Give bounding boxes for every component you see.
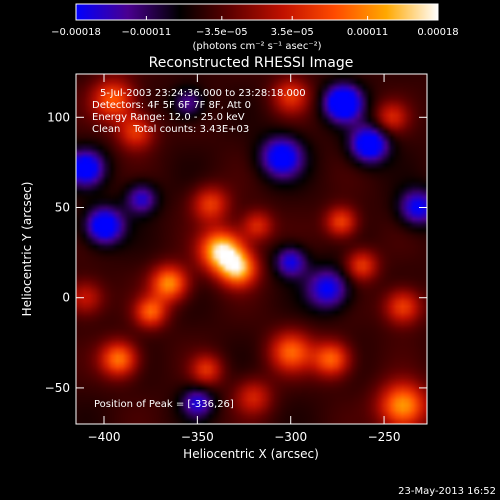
y-tick-label: 0 [62,291,70,305]
y-tick-label: 100 [47,110,70,124]
colorbar-tick-label: −3.5e−05 [196,27,248,38]
annotation-clean-counts: Clean Total counts: 3.43E+03 [92,124,249,135]
heatmap-image [76,74,427,424]
colorbar-tick-label: 0.00011 [347,27,388,38]
x-tick-label: −350 [181,430,214,444]
annotation-time-range: 5-Jul-2003 23:24:36.000 to 23:28:18.000 [100,88,306,99]
colorbar-tick-label: −0.00018 [51,27,101,38]
plot-frame [75,73,428,425]
x-tick-label: −300 [274,430,307,444]
x-axis-label: Heliocentric X (arcsec) [183,447,319,461]
colorbar-ticks: −0.00018 −0.00011 −3.5e−05 3.5e−05 0.00011 0.… [51,16,459,38]
axis-ticks: −400 −350 −300 −250 −50 0 50 100 [45,74,427,444]
annotation-block: 5-Jul-2003 23:24:36.000 to 23:28:18.000 … [92,88,306,135]
peak-position-label: Position of Peak = [-336,26] [94,399,234,410]
x-tick-label: −250 [368,430,401,444]
timestamp: 23-May-2013 16:52 [398,486,496,497]
colorbar: −0.00018 −0.00011 −3.5e−05 3.5e−05 0.00011 0.… [51,3,459,52]
annotation-energy-range: Energy Range: 12.0 - 25.0 keV [92,112,245,123]
colorbar-gradient [75,3,439,21]
chart-title: Reconstructed RHESSI Image [149,55,354,71]
plot-area: −400 −350 −300 −250 −50 0 50 100 [45,73,428,444]
colorbar-tick-label: 0.00018 [417,27,458,38]
annotation-detectors: Detectors: 4F 5F 6F 7F 8F, Att 0 [92,100,251,111]
y-tick-label: 50 [55,201,70,215]
colorbar-unit-label: (photons cm⁻² s⁻¹ asec⁻²) [192,41,321,52]
colorbar-tick-label: −0.00011 [122,27,172,38]
colorbar-tick-label: 3.5e−05 [271,27,314,38]
x-tick-label: −400 [88,430,121,444]
y-axis-label: Heliocentric Y (arcsec) [20,182,34,317]
y-tick-label: −50 [45,381,70,395]
